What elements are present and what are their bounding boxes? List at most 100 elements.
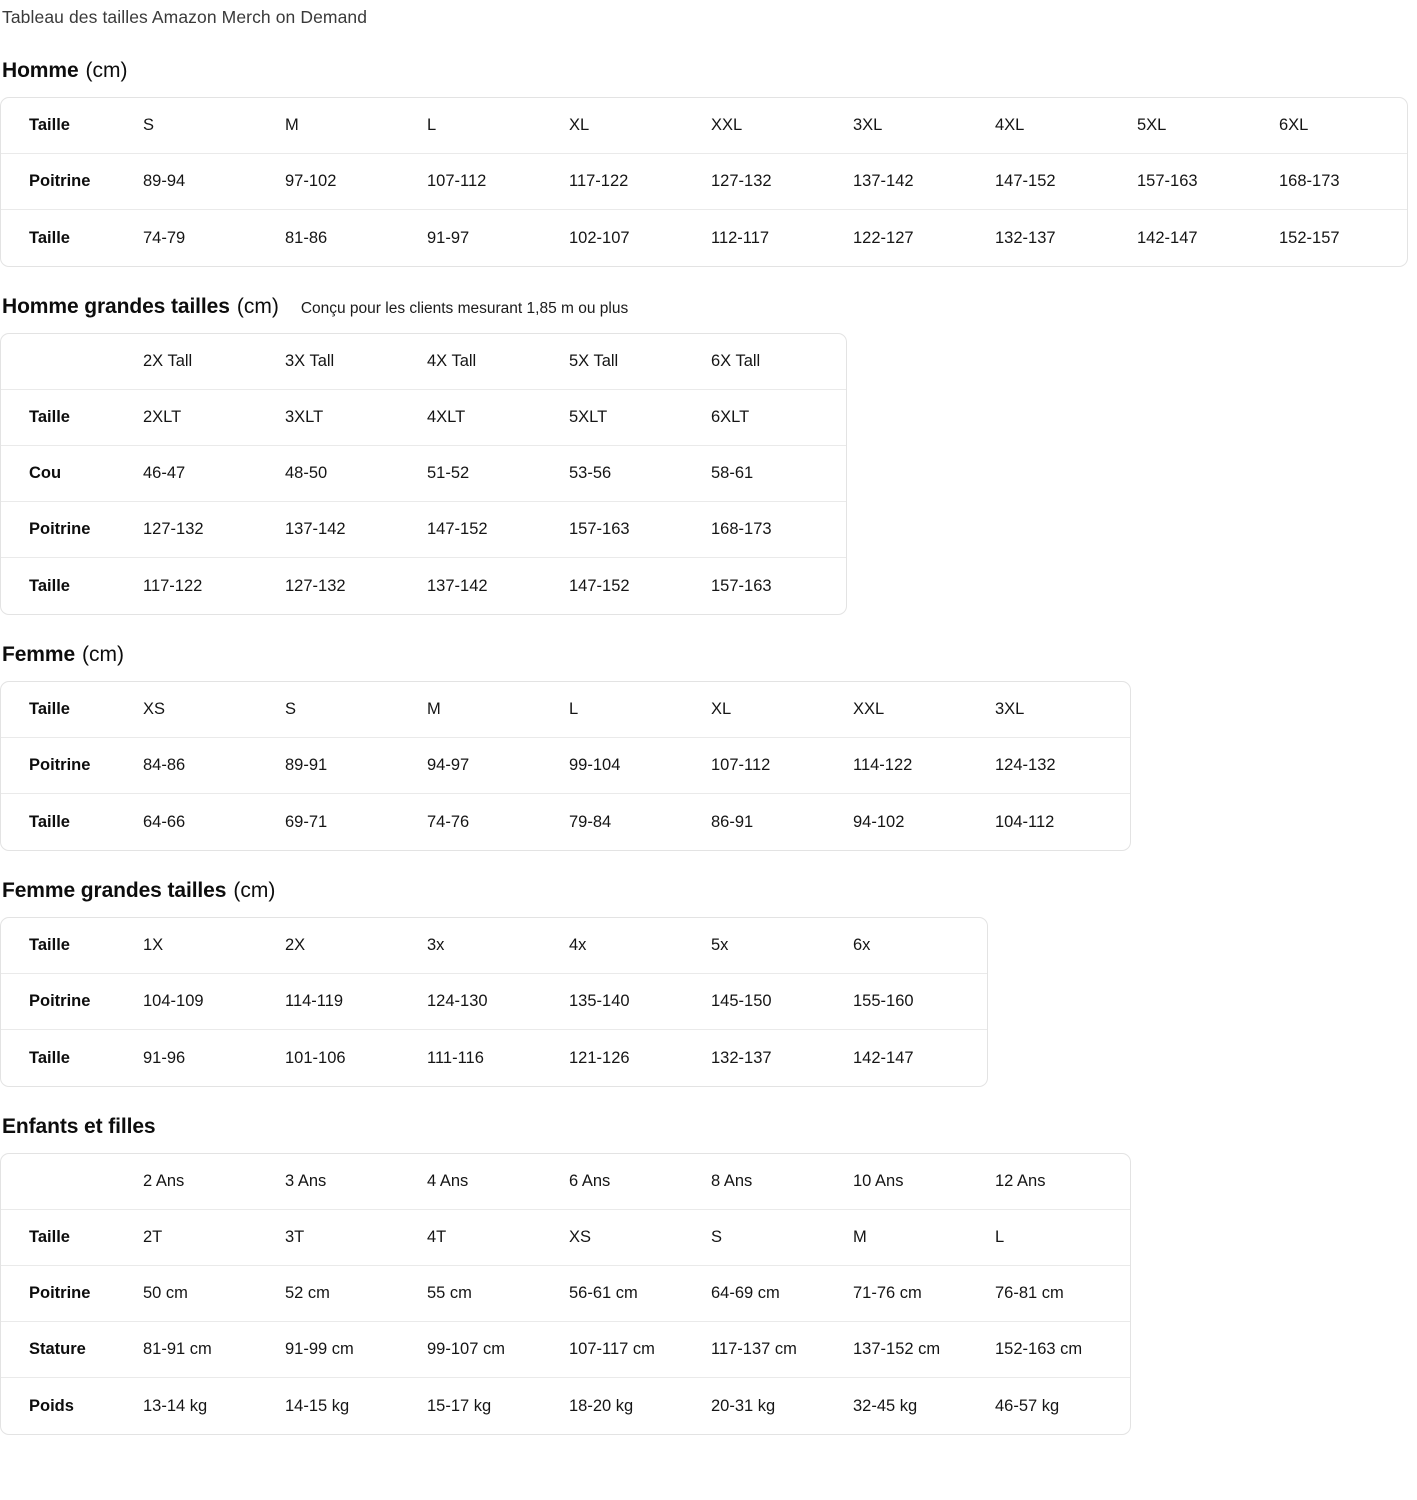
row-label: Cou (1, 445, 143, 502)
table-row: Poitrine 127-132 137-142 147-152 157-163 168-… (1, 501, 846, 558)
table-cell: 91-96 (143, 1029, 285, 1086)
column-header: M (285, 116, 299, 134)
table-row: Poitrine 104-109 114-119 124-130 135-140 145-… (1, 973, 987, 1030)
section-title: Femme (2, 642, 76, 666)
section-note: Conçu pour les clients mesurant 1,85 m o… (300, 299, 629, 317)
table-cell: 94-102 (853, 793, 995, 850)
size-table-homme-grandes-tailles: 2X Tall 3X Tall 4X Tall 5X Tall 6X Tall Taill… (0, 332, 847, 615)
table-cell: 157-163 (1137, 153, 1279, 210)
table-header-row: Taille 1X 2X 3x 4x 5x 6x (1, 918, 987, 974)
table-cell: 152-157 (1279, 209, 1407, 266)
table: 2X Tall 3X Tall 4X Tall 5X Tall 6X Tall Taill… (1, 334, 846, 614)
table: Taille 1X 2X 3x 4x 5x 6x Poitrine 104-109 114-119… (1, 918, 987, 1086)
table-cell: 64-66 (143, 793, 285, 850)
table-cell: 147-152 (569, 557, 711, 614)
table-cell: 2T (143, 1209, 285, 1266)
column-header: 2X (285, 936, 306, 954)
table: Taille XS S M L XL XXL 3XL Poitrine 84-86 89-91 94-… (1, 682, 1130, 850)
table-cell: M (853, 1209, 995, 1266)
column-header: L (569, 700, 579, 718)
table-cell: 53-56 (569, 445, 711, 502)
table-cell: 58-61 (711, 445, 846, 502)
column-header-label: Taille (29, 700, 70, 718)
section-heading: Femme grandes tailles (cm) (0, 879, 1417, 903)
table-cell: 142-147 (1137, 209, 1279, 266)
table-cell: 46-47 (143, 445, 285, 502)
column-header: 6X Tall (711, 352, 761, 370)
table-cell: 15-17 kg (427, 1377, 569, 1434)
table-cell: 86-91 (711, 793, 853, 850)
table-header-row: 2X Tall 3X Tall 4X Tall 5X Tall 6X Tall (1, 334, 846, 390)
row-label: Poitrine (1, 153, 143, 210)
table-cell: 13-14 kg (143, 1377, 285, 1434)
section-heading: Femme (cm) (0, 643, 1417, 667)
table-cell: 4T (427, 1209, 569, 1266)
table-row: Taille 117-122 127-132 137-142 147-152 157-16… (1, 557, 846, 614)
table-cell: 20-31 kg (711, 1377, 853, 1434)
column-header: 6x (853, 936, 871, 954)
section-femme: Femme (cm) Taille XS S M L XL XXL 3XL Poitrine 84-8… (0, 643, 1417, 851)
table-cell: 137-152 cm (853, 1321, 995, 1378)
table-header-row: Taille S M L XL XXL 3XL 4XL 5XL 6XL (1, 98, 1407, 154)
table-cell: 168-173 (1279, 153, 1407, 210)
row-label: Taille (1, 1029, 143, 1086)
page-title: Tableau des tailles Amazon Merch on Dema… (2, 7, 368, 27)
column-header: XXL (853, 700, 885, 718)
table-cell: 145-150 (711, 973, 853, 1030)
table-cell: 168-173 (711, 501, 846, 558)
column-header-label: Taille (29, 116, 70, 134)
table-cell: 157-163 (711, 557, 846, 614)
column-header-label (1, 1154, 143, 1210)
row-label: Taille (1, 1209, 143, 1266)
table-row: Taille 91-96 101-106 111-116 121-126 132-137 1… (1, 1029, 987, 1086)
table-cell: 51-52 (427, 445, 569, 502)
table-cell: 74-79 (143, 209, 285, 266)
column-header: 3XL (995, 700, 1025, 718)
table-cell: 46-57 kg (995, 1377, 1130, 1434)
column-header: S (143, 116, 155, 134)
table-cell: 112-117 (711, 209, 853, 266)
row-label: Poitrine (1, 1265, 143, 1322)
column-header: 3 Ans (285, 1172, 327, 1190)
table-cell: 114-122 (853, 737, 995, 794)
row-label: Poitrine (1, 973, 143, 1030)
table-cell: 76-81 cm (995, 1265, 1130, 1322)
section-title: Homme grandes tailles (2, 294, 230, 318)
table-row: Poitrine 50 cm 52 cm 55 cm 56-61 cm 64-69 cm 7… (1, 1265, 1130, 1322)
table-cell: 132-137 (711, 1029, 853, 1086)
section-homme: Homme (cm) Taille S M L XL XXL 3XL 4XL 5XL 6XL Poitr… (0, 59, 1417, 267)
table-cell: 55 cm (427, 1265, 569, 1322)
table-cell: 81-86 (285, 209, 427, 266)
column-header: 1X (143, 936, 164, 954)
column-header: 4 Ans (427, 1172, 469, 1190)
column-header: 3X Tall (285, 352, 335, 370)
table-header-row: Taille XS S M L XL XXL 3XL (1, 682, 1130, 738)
section-unit: (cm) (82, 642, 125, 666)
table-cell: 18-20 kg (569, 1377, 711, 1434)
table-cell: 117-122 (143, 557, 285, 614)
table-cell: 155-160 (853, 973, 987, 1030)
table-cell: 114-119 (285, 973, 427, 1030)
table-cell: 48-50 (285, 445, 427, 502)
column-header: 2X Tall (143, 352, 193, 370)
table-cell: 152-163 cm (995, 1321, 1130, 1378)
row-label: Taille (1, 389, 143, 446)
section-unit: (cm) (233, 878, 276, 902)
section-heading: Homme (cm) (0, 59, 1417, 83)
table-row: Poitrine 84-86 89-91 94-97 99-104 107-112 114-… (1, 737, 1130, 794)
table-cell: 101-106 (285, 1029, 427, 1086)
table-cell: 91-97 (427, 209, 569, 266)
column-header: 6XL (1279, 116, 1309, 134)
table-cell: 107-112 (427, 153, 569, 210)
column-header: 4X Tall (427, 352, 477, 370)
table-cell: 74-76 (427, 793, 569, 850)
section-heading: Enfants et filles (0, 1115, 1417, 1139)
table-cell: 117-122 (569, 153, 711, 210)
column-header: 3XL (853, 116, 883, 134)
table: 2 Ans 3 Ans 4 Ans 6 Ans 8 Ans 10 Ans 12 Ans Tai… (1, 1154, 1130, 1434)
table-cell: 3T (285, 1209, 427, 1266)
column-header: 10 Ans (853, 1172, 904, 1190)
table-cell: S (711, 1209, 853, 1266)
column-header-label: Taille (29, 936, 70, 954)
column-header: 8 Ans (711, 1172, 753, 1190)
